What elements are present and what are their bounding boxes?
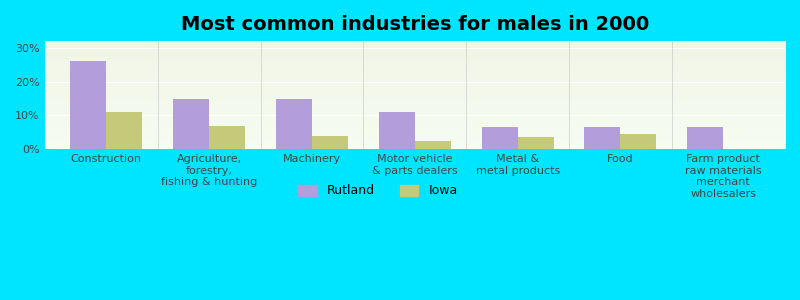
Legend: Rutland, Iowa: Rutland, Iowa <box>293 179 462 203</box>
Bar <box>312 136 348 149</box>
Bar <box>518 137 554 149</box>
Bar <box>276 98 312 149</box>
Bar <box>585 127 621 149</box>
Bar <box>70 61 106 149</box>
Bar <box>415 141 450 149</box>
Bar <box>173 98 209 149</box>
Bar <box>106 112 142 149</box>
Bar <box>687 127 723 149</box>
Bar <box>621 134 657 149</box>
Title: Most common industries for males in 2000: Most common industries for males in 2000 <box>181 15 649 34</box>
Bar <box>209 126 245 149</box>
Bar <box>482 127 518 149</box>
Bar <box>379 112 415 149</box>
